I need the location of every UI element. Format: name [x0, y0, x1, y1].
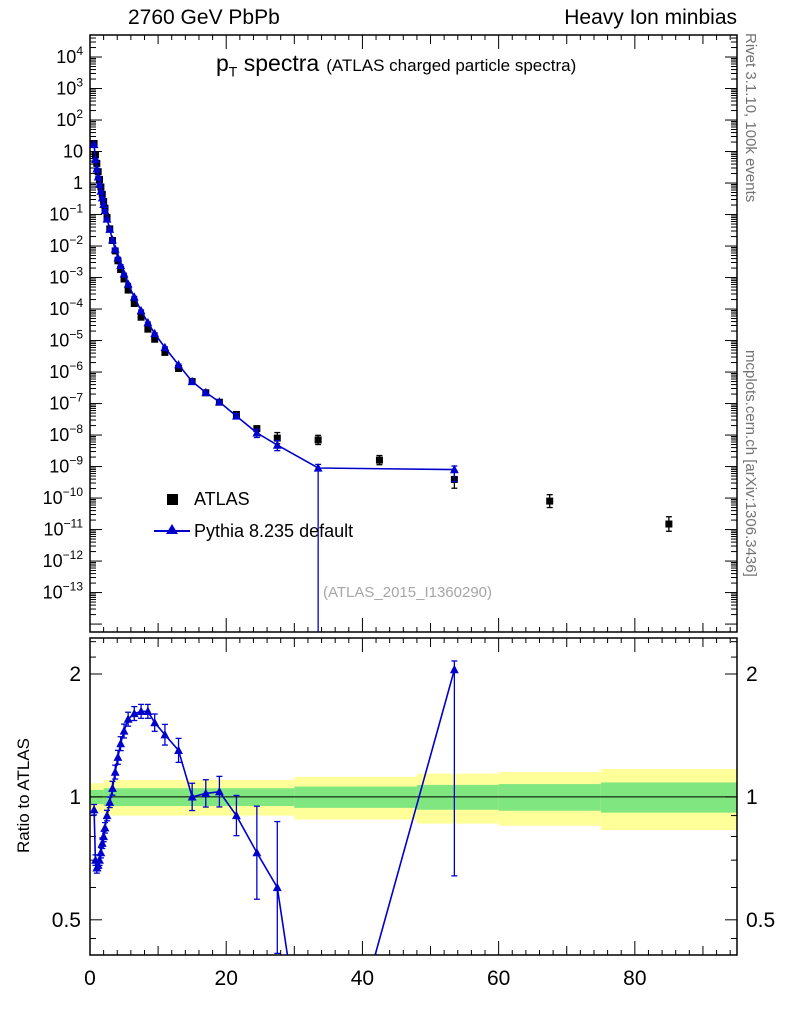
plot-title: pT spectra (ATLAS charged particle spectr…	[216, 50, 576, 80]
svg-text:2: 2	[69, 663, 81, 686]
svg-text:0.5: 0.5	[52, 909, 81, 932]
atlas-marker-icon	[150, 493, 194, 505]
svg-text:10−12: 10−12	[43, 548, 84, 571]
svg-text:102: 102	[56, 107, 83, 130]
svg-text:0.5: 0.5	[746, 909, 775, 932]
svg-text:80: 80	[623, 967, 646, 990]
svg-text:10−6: 10−6	[49, 359, 83, 382]
svg-text:10−7: 10−7	[49, 391, 83, 414]
svg-text:10−4: 10−4	[49, 296, 83, 319]
mcplots-attribution-label: mcplots.cern.ch [arXiv:1306.3436]	[742, 350, 759, 577]
axis-ticks	[90, 35, 737, 955]
legend: ATLAS Pythia 8.235 default	[150, 483, 353, 547]
analysis-type-label: Heavy Ion minbias	[564, 6, 737, 29]
ratio-data-series	[90, 660, 459, 955]
svg-text:103: 103	[56, 76, 83, 99]
svg-text:10−11: 10−11	[44, 517, 84, 540]
svg-text:10−2: 10−2	[49, 233, 83, 256]
plot-title-rest: spectra	[237, 50, 320, 76]
svg-text:60: 60	[487, 967, 510, 990]
pythia-marker-icon	[150, 524, 194, 534]
svg-text:1: 1	[69, 786, 81, 809]
analysis-id-watermark: (ATLAS_2015_I1360290)	[323, 584, 493, 601]
pythia-data-series	[90, 139, 459, 632]
svg-text:10−5: 10−5	[49, 328, 83, 351]
main-panel-frame	[89, 34, 738, 633]
atlas-data-series	[90, 139, 673, 532]
svg-text:10−1: 10−1	[49, 202, 83, 225]
legend-item-pythia: Pythia 8.235 default	[150, 515, 353, 547]
svg-text:2: 2	[746, 663, 758, 686]
ratio-axis-label: Ratio to ATLAS	[14, 738, 33, 853]
svg-text:1: 1	[73, 173, 83, 193]
svg-text:20: 20	[215, 967, 238, 990]
svg-text:104: 104	[56, 44, 83, 67]
ratio-uncertainty-bands	[90, 769, 737, 830]
plot-title-pt-subscript: T	[228, 63, 238, 80]
rivet-version-label: Rivet 3.1.10, 100k events	[742, 33, 759, 203]
axis-tick-labels: 10410310210110−110−210−310−410−510−610−7…	[43, 44, 776, 990]
plot-title-pt: p	[216, 50, 229, 76]
legend-label-pythia: Pythia 8.235 default	[194, 520, 354, 541]
legend-item-atlas: ATLAS	[150, 483, 353, 515]
svg-text:10−9: 10−9	[49, 454, 83, 477]
beam-energy-label: 2760 GeV PbPb	[128, 6, 280, 29]
ratio-panel-frame	[89, 637, 738, 956]
svg-text:10−10: 10−10	[43, 485, 84, 508]
svg-text:40: 40	[351, 967, 374, 990]
legend-label-atlas: ATLAS	[194, 488, 250, 509]
plot-title-detail: (ATLAS charged particle spectra)	[326, 56, 577, 75]
svg-text:1: 1	[746, 786, 758, 809]
svg-text:10−3: 10−3	[49, 265, 83, 288]
svg-text:10−13: 10−13	[43, 580, 84, 603]
svg-text:0: 0	[84, 967, 96, 990]
svg-text:10−8: 10−8	[49, 422, 83, 445]
svg-text:10: 10	[63, 142, 83, 162]
